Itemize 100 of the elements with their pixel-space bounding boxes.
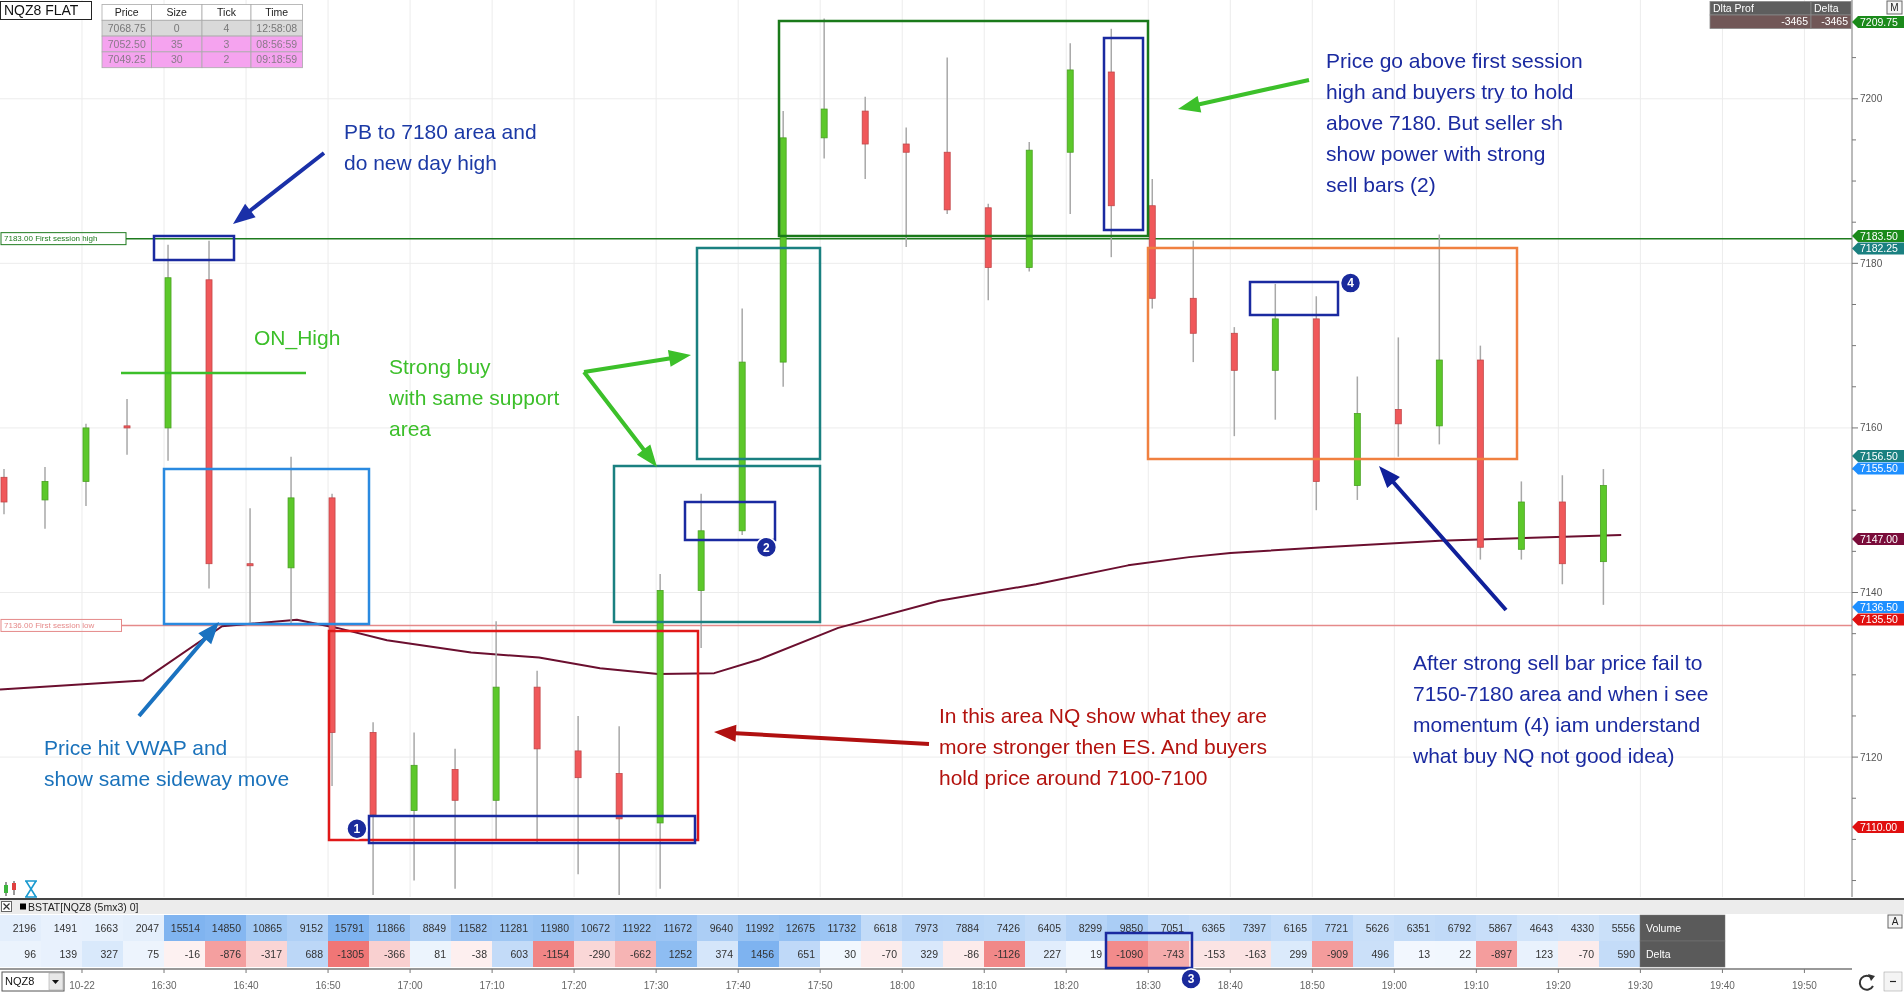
text: 12:58:08 [256, 21, 298, 34]
data-label: 13 [1418, 947, 1431, 960]
text: 35 [170, 37, 183, 50]
data-label: -366 [383, 947, 406, 960]
x-tick-label: 17:40 [725, 979, 752, 991]
x-tick-label: 19:10 [1463, 979, 1490, 991]
x-tick-label: 17:50 [807, 979, 834, 991]
text: 3 [223, 37, 230, 50]
x-tick-label: 10-22 [69, 979, 96, 991]
data-label: 9640 [709, 921, 734, 934]
text: 7156.50 [1860, 449, 1899, 462]
data-label: 603 [510, 947, 529, 960]
annotation: 1 [353, 822, 361, 837]
x-tick-label: 18:10 [971, 979, 998, 991]
data-label: -909 [1326, 947, 1349, 960]
data-label: 6405 [1037, 921, 1062, 934]
data-label: 6351 [1406, 921, 1431, 934]
data-label: -1154 [542, 947, 570, 960]
data-label: -153 [1203, 947, 1226, 960]
text: -3465 [1781, 15, 1808, 28]
x-tick-label: 17:30 [643, 979, 670, 991]
x-tick-label: 16:50 [315, 979, 341, 991]
category-label: Dlta Prof [1713, 1, 1754, 14]
annotation: ON_High [254, 326, 341, 351]
data-label: 10865 [252, 921, 283, 934]
annotation: In this area NQ show what they are more stronger then ES. And buyers hold price around 7100-7100 [939, 704, 1268, 790]
text: 2 [223, 53, 230, 66]
text: 7068.75 [107, 21, 146, 34]
data-label: 139 [59, 947, 78, 960]
chart-title: NQZ8 FLAT [4, 2, 79, 19]
ref-line-label: 7183.00 First session high [4, 234, 98, 244]
text: 4 [223, 21, 230, 34]
data-label: -290 [588, 947, 611, 960]
data-label: -1305 [337, 947, 365, 960]
annotation: 2 [763, 540, 771, 555]
data-label: 11992 [745, 921, 775, 934]
data-label: 227 [1043, 947, 1062, 960]
data-label: 590 [1617, 947, 1636, 960]
x-tick-label: 18:50 [1299, 979, 1326, 991]
x-tick-label: 19:20 [1545, 979, 1572, 991]
text: 7209.75 [1860, 15, 1899, 28]
data-label: 4330 [1570, 921, 1595, 934]
data-label: 75 [147, 947, 160, 960]
annotation: 4 [1347, 276, 1355, 291]
chart-title: BSTAT[NQZ8 (5mx3) 0] [28, 900, 139, 913]
data-label: -662 [629, 947, 652, 960]
x-tick-label: 19:00 [1381, 979, 1408, 991]
data-label: 651 [797, 947, 816, 960]
data-label: 2047 [135, 921, 160, 934]
text: A [1891, 916, 1899, 927]
x-tick-label: 18:40 [1217, 979, 1244, 991]
text: 09:18:59 [256, 53, 298, 66]
data-label: 19 [1090, 947, 1103, 960]
y-tick-label: 7160 [1860, 422, 1883, 434]
data-label: -38 [471, 947, 488, 960]
data-label: 6165 [1283, 921, 1308, 934]
data-label: 1491 [53, 921, 78, 934]
data-label: 299 [1289, 947, 1308, 960]
data-label: 4643 [1529, 921, 1554, 934]
x-tick-label: 17:10 [479, 979, 506, 991]
text: 7147.00 [1860, 532, 1899, 545]
text: 08:56:59 [256, 37, 298, 50]
data-label: 11922 [622, 921, 652, 934]
data-label: 7721 [1324, 921, 1349, 934]
data-label: 1252 [668, 947, 693, 960]
text: 30 [170, 53, 183, 66]
x-tick-label: 18:20 [1053, 979, 1080, 991]
candlestick [41, 466, 49, 530]
category-label: Delta [1814, 1, 1839, 14]
data-label: 14850 [211, 921, 242, 934]
data-label: 12675 [785, 921, 816, 934]
data-label: -16 [184, 947, 201, 960]
text: 7052.50 [107, 37, 146, 50]
x-tick-label: 17:20 [561, 979, 588, 991]
text: 7135.50 [1860, 613, 1899, 626]
data-label: 7426 [996, 921, 1021, 934]
candlestick [123, 398, 131, 456]
data-label: -1126 [993, 947, 1021, 960]
y-tick-label: 7200 [1860, 93, 1883, 105]
data-label: 96 [24, 947, 37, 960]
data-label: 5556 [1611, 921, 1636, 934]
y-tick-label: Volume [1646, 921, 1682, 934]
text: 7136.50 [1860, 600, 1899, 613]
data-label: 22 [1459, 947, 1472, 960]
data-label: 496 [1371, 947, 1390, 960]
x-tick-label: 18:30 [1135, 979, 1162, 991]
candlestick [246, 507, 254, 625]
x-tick-label: 19:30 [1627, 979, 1654, 991]
data-label: 7051 [1160, 921, 1185, 934]
text: M [1890, 2, 1899, 13]
data-label: -70 [881, 947, 898, 960]
candlestick [1394, 336, 1402, 458]
data-label: 11980 [540, 921, 570, 934]
annotation: Strong buy with same support area [388, 355, 560, 441]
data-label: 1456 [750, 947, 775, 960]
x-tick-label: 16:40 [233, 979, 260, 991]
data-label: 7973 [914, 921, 939, 934]
category-label: Size [166, 6, 188, 19]
data-label: -163 [1244, 947, 1267, 960]
text: 7155.50 [1860, 462, 1899, 475]
